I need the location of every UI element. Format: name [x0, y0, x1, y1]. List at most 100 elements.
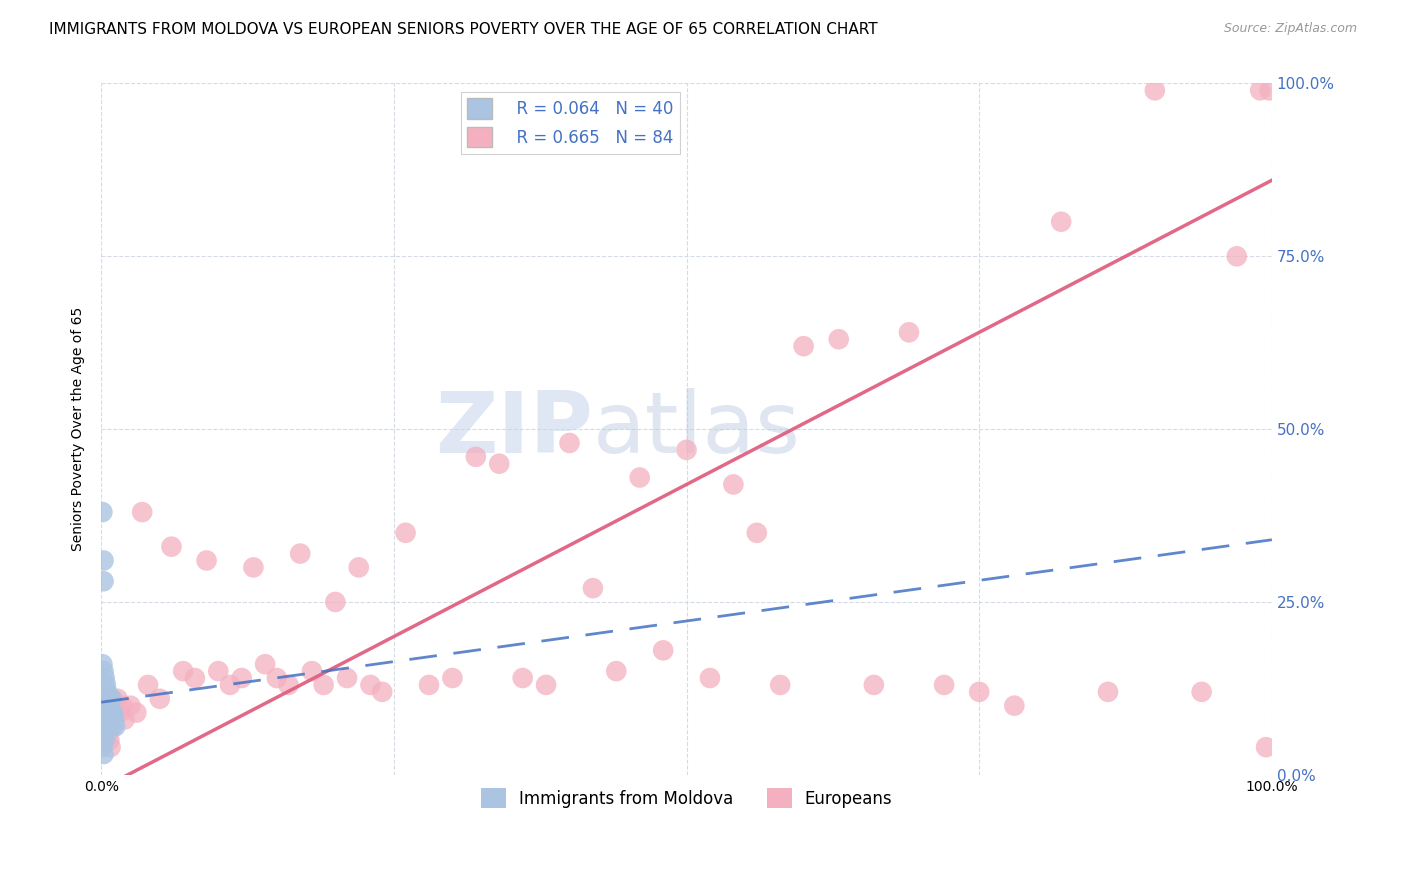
- Point: [219, 678, 242, 692]
- Point: [100, 706, 122, 720]
- Point: [125, 706, 148, 720]
- Point: [195, 553, 218, 567]
- Point: [108, 706, 131, 720]
- Point: [699, 671, 721, 685]
- Point: [93, 685, 115, 699]
- Point: [160, 540, 183, 554]
- Point: [371, 685, 394, 699]
- Point: [93, 691, 115, 706]
- Point: [91, 505, 114, 519]
- Point: [101, 706, 124, 720]
- Point: [93, 706, 115, 720]
- Point: [91, 657, 114, 672]
- Point: [93, 678, 115, 692]
- Point: [96, 706, 118, 720]
- Point: [464, 450, 486, 464]
- Point: [172, 664, 194, 678]
- Point: [93, 553, 115, 567]
- Point: [828, 332, 851, 346]
- Point: [534, 678, 557, 692]
- Point: [97, 726, 120, 740]
- Point: [104, 719, 127, 733]
- Point: [97, 691, 120, 706]
- Point: [101, 719, 124, 733]
- Point: [745, 525, 768, 540]
- Point: [101, 706, 124, 720]
- Point: [93, 726, 115, 740]
- Point: [1097, 685, 1119, 699]
- Point: [100, 691, 122, 706]
- Point: [93, 671, 115, 685]
- Point: [967, 685, 990, 699]
- Point: [96, 706, 118, 720]
- Point: [91, 685, 114, 699]
- Point: [93, 747, 115, 761]
- Point: [1191, 685, 1213, 699]
- Point: [149, 691, 172, 706]
- Point: [93, 733, 115, 747]
- Point: [100, 740, 122, 755]
- Point: [932, 678, 955, 692]
- Point: [94, 678, 117, 692]
- Point: [207, 664, 229, 678]
- Point: [94, 698, 117, 713]
- Point: [93, 733, 115, 747]
- Point: [91, 698, 114, 713]
- Legend: Immigrants from Moldova, Europeans: Immigrants from Moldova, Europeans: [474, 781, 900, 815]
- Point: [97, 706, 120, 720]
- Point: [1050, 215, 1073, 229]
- Point: [98, 706, 121, 720]
- Point: [94, 706, 117, 720]
- Point: [184, 671, 207, 685]
- Point: [231, 671, 253, 685]
- Point: [254, 657, 277, 672]
- Point: [93, 713, 115, 727]
- Point: [277, 678, 299, 692]
- Point: [898, 326, 921, 340]
- Point: [723, 477, 745, 491]
- Point: [242, 560, 264, 574]
- Point: [93, 691, 115, 706]
- Point: [98, 713, 121, 727]
- Point: [94, 691, 117, 706]
- Point: [94, 698, 117, 713]
- Point: [863, 678, 886, 692]
- Point: [1254, 740, 1277, 755]
- Point: [93, 574, 115, 589]
- Point: [96, 685, 118, 699]
- Point: [325, 595, 347, 609]
- Point: [104, 698, 127, 713]
- Point: [93, 726, 115, 740]
- Point: [441, 671, 464, 685]
- Point: [93, 698, 115, 713]
- Point: [96, 713, 118, 727]
- Point: [91, 713, 114, 727]
- Point: [91, 713, 114, 727]
- Point: [312, 678, 335, 692]
- Text: IMMIGRANTS FROM MOLDOVA VS EUROPEAN SENIORS POVERTY OVER THE AGE OF 65 CORRELATI: IMMIGRANTS FROM MOLDOVA VS EUROPEAN SENI…: [49, 22, 877, 37]
- Point: [336, 671, 359, 685]
- Text: ZIP: ZIP: [434, 388, 593, 471]
- Point: [1002, 698, 1025, 713]
- Point: [107, 691, 129, 706]
- Point: [96, 691, 118, 706]
- Point: [769, 678, 792, 692]
- Point: [1258, 83, 1281, 97]
- Point: [97, 713, 120, 727]
- Point: [675, 442, 697, 457]
- Point: [488, 457, 510, 471]
- Point: [652, 643, 675, 657]
- Point: [98, 733, 121, 747]
- Point: [91, 719, 114, 733]
- Point: [628, 470, 651, 484]
- Point: [582, 581, 605, 595]
- Y-axis label: Seniors Poverty Over the Age of 65: Seniors Poverty Over the Age of 65: [72, 307, 86, 551]
- Point: [100, 719, 122, 733]
- Point: [97, 698, 120, 713]
- Point: [91, 719, 114, 733]
- Point: [93, 691, 115, 706]
- Point: [793, 339, 815, 353]
- Point: [94, 685, 117, 699]
- Point: [418, 678, 440, 692]
- Point: [136, 678, 159, 692]
